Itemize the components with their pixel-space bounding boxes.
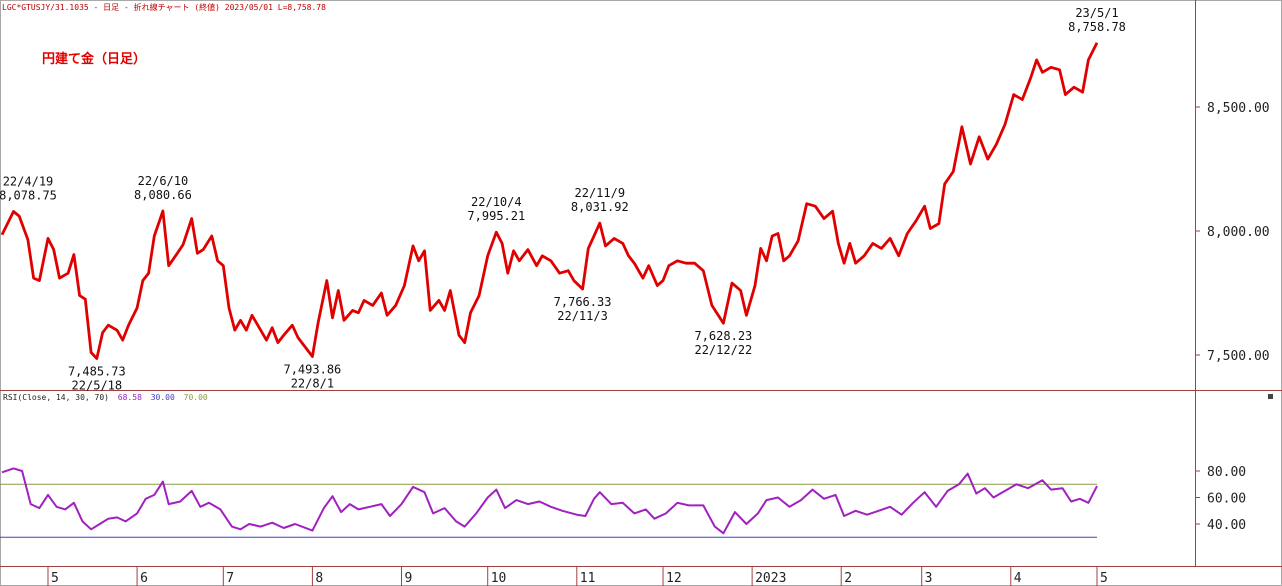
rsi-header: RSI(Close, 14, 30, 70) 68.58 30.00 70.00 bbox=[3, 393, 208, 402]
x-ticks: 5 6 7 8 9 10 11 12 2023 2 3 4 5 bbox=[47, 566, 1108, 586]
rsi-y-tick-label: 80.00 bbox=[1207, 465, 1246, 480]
x-tick-label: 12 bbox=[666, 571, 682, 586]
price-annotation: 22/10/47,995.21 bbox=[467, 195, 525, 223]
price-annotations: 22/4/198,078.757,485.7322/5/1822/6/108,0… bbox=[0, 6, 1126, 393]
rsi-y-tick-label: 40.00 bbox=[1207, 518, 1246, 533]
chart-title: 円建て金（日足） bbox=[42, 51, 146, 67]
price-annotation: 22/6/108,080.66 bbox=[134, 174, 192, 202]
x-tick-label: 9 bbox=[404, 571, 412, 586]
annotation-line-2: 22/12/22 bbox=[694, 343, 752, 357]
rsi-label: RSI(Close, 14, 30, 70) bbox=[3, 393, 109, 402]
rsi-panel-marker[interactable] bbox=[1268, 394, 1273, 399]
rsi-y-ticks: 40.00 60.00 80.00 bbox=[1195, 465, 1246, 533]
annotation-line-1: 22/6/10 bbox=[138, 174, 189, 188]
x-tick-label: 10 bbox=[491, 571, 507, 586]
x-tick-label: 11 bbox=[580, 571, 596, 586]
annotation-line-2: 22/5/18 bbox=[72, 379, 123, 393]
annotation-line-2: 7,995.21 bbox=[467, 209, 525, 223]
rsi-lower-level: 30.00 bbox=[151, 393, 175, 402]
annotation-line-1: 22/4/19 bbox=[3, 174, 54, 188]
annotation-line-1: 22/10/4 bbox=[471, 195, 522, 209]
x-tick-label: 6 bbox=[140, 571, 148, 586]
annotation-line-2: 8,080.66 bbox=[134, 188, 192, 202]
x-tick-label: 5 bbox=[1100, 571, 1108, 586]
price-y-tick-label: 7,500.00 bbox=[1207, 349, 1270, 364]
annotation-line-2: 22/11/3 bbox=[557, 309, 608, 323]
rsi-current-value: 68.58 bbox=[118, 393, 142, 402]
chart-header-info: LGC*GTUSJY/31.1035 - 日足 - 折れ線チャート (終値) 2… bbox=[2, 2, 326, 12]
annotation-line-2: 22/8/1 bbox=[291, 377, 334, 391]
annotation-line-2: 8,078.75 bbox=[0, 188, 57, 202]
annotation-line-1: 7,766.33 bbox=[554, 295, 612, 309]
rsi-y-tick-label: 60.00 bbox=[1207, 492, 1246, 507]
x-tick-label: 8 bbox=[315, 571, 323, 586]
x-tick-label: 5 bbox=[51, 571, 59, 586]
price-annotation: 23/5/18,758.78 bbox=[1068, 6, 1126, 34]
price-annotation: 22/11/98,031.92 bbox=[571, 186, 629, 214]
rsi-panel: RSI(Close, 14, 30, 70) 68.58 30.00 70.00… bbox=[0, 391, 1273, 566]
price-y-tick-label: 8,000.00 bbox=[1207, 225, 1270, 240]
x-tick-label: 2 bbox=[844, 571, 852, 586]
x-axis: 5 6 7 8 9 10 11 12 2023 2 3 4 5 bbox=[0, 566, 1282, 586]
price-y-tick-label: 8,500.00 bbox=[1207, 101, 1270, 116]
x-tick-label: 3 bbox=[925, 571, 933, 586]
annotation-line-1: 23/5/1 bbox=[1075, 6, 1118, 20]
rsi-reference-lines bbox=[0, 483, 1097, 538]
annotation-line-1: 7,493.86 bbox=[283, 363, 341, 377]
rsi-line bbox=[1, 467, 1098, 535]
x-tick-label: 2023 bbox=[755, 571, 786, 586]
annotation-line-2: 8,031.92 bbox=[571, 200, 629, 214]
price-line bbox=[0, 42, 1099, 360]
annotation-line-1: 22/11/9 bbox=[575, 186, 626, 200]
x-tick-label: 7 bbox=[226, 571, 234, 586]
annotation-line-1: 7,485.73 bbox=[68, 365, 126, 379]
price-panel: LGC*GTUSJY/31.1035 - 日足 - 折れ線チャート (終値) 2… bbox=[0, 0, 1282, 393]
price-annotation: 22/4/198,078.75 bbox=[0, 174, 57, 202]
annotation-line-1: 7,628.23 bbox=[694, 329, 752, 343]
rsi-upper-level: 70.00 bbox=[184, 393, 208, 402]
annotation-line-2: 8,758.78 bbox=[1068, 20, 1126, 34]
price-y-ticks: 7,500.00 8,000.00 8,500.00 bbox=[1195, 101, 1270, 364]
x-tick-label: 4 bbox=[1014, 571, 1022, 586]
